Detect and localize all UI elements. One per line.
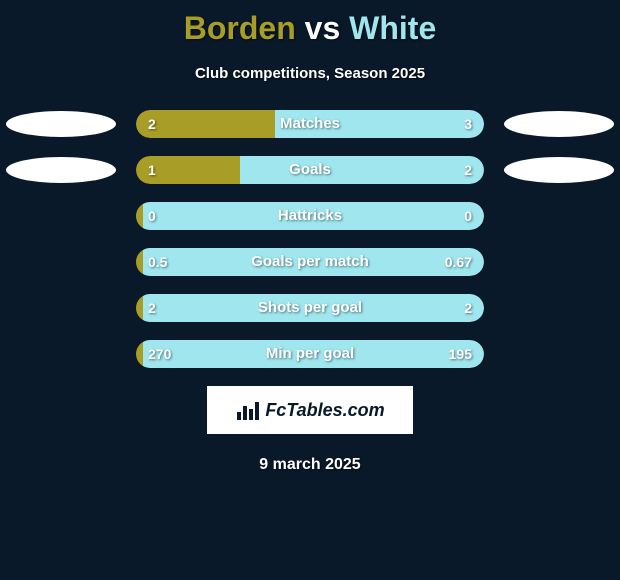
stat-value-left: 270 [148,340,171,368]
subtitle: Club competitions, Season 2025 [0,65,620,82]
team-icon-right [504,157,614,183]
stat-value-right: 195 [449,340,472,368]
stat-value-right: 0.67 [445,248,472,276]
bar-left [136,202,143,230]
stat-row: 270195Min per goal [0,340,620,368]
bar-left [136,340,143,368]
title-player2: White [349,10,436,46]
stat-value-right: 2 [464,294,472,322]
bar-right [275,110,484,138]
title-vs: vs [305,10,341,46]
stat-value-left: 2 [148,110,156,138]
stat-bar: 00Hattricks [136,202,484,230]
bar-right [143,294,484,322]
team-icon-left [6,157,116,183]
bar-right [143,248,484,276]
bar-right [143,340,484,368]
stat-value-right: 3 [464,110,472,138]
stat-row: 12Goals [0,156,620,184]
brand-badge: FcTables.com [207,386,413,434]
stat-bar: 0.50.67Goals per match [136,248,484,276]
stat-value-left: 2 [148,294,156,322]
stat-row: 0.50.67Goals per match [0,248,620,276]
bar-right [240,156,484,184]
team-icon-right [504,111,614,137]
bar-left [136,294,143,322]
page-title: Borden vs White [0,0,620,47]
bar-right [143,202,484,230]
stat-bar: 270195Min per goal [136,340,484,368]
stat-value-left: 0.5 [148,248,167,276]
bar-left [136,248,143,276]
stat-value-left: 1 [148,156,156,184]
stat-value-right: 2 [464,156,472,184]
stat-bar: 22Shots per goal [136,294,484,322]
stat-row: 22Shots per goal [0,294,620,322]
stat-value-right: 0 [464,202,472,230]
stat-row: 23Matches [0,110,620,138]
bar-left [136,110,275,138]
stats-chart: 23Matches12Goals00Hattricks0.50.67Goals … [0,110,620,368]
stat-row: 00Hattricks [0,202,620,230]
brand-text: FcTables.com [265,400,384,421]
stat-bar: 23Matches [136,110,484,138]
team-icon-left [6,111,116,137]
chart-bars-icon [235,398,259,422]
date-label: 9 march 2025 [0,456,620,474]
stat-value-left: 0 [148,202,156,230]
stat-bar: 12Goals [136,156,484,184]
title-player1: Borden [184,10,296,46]
